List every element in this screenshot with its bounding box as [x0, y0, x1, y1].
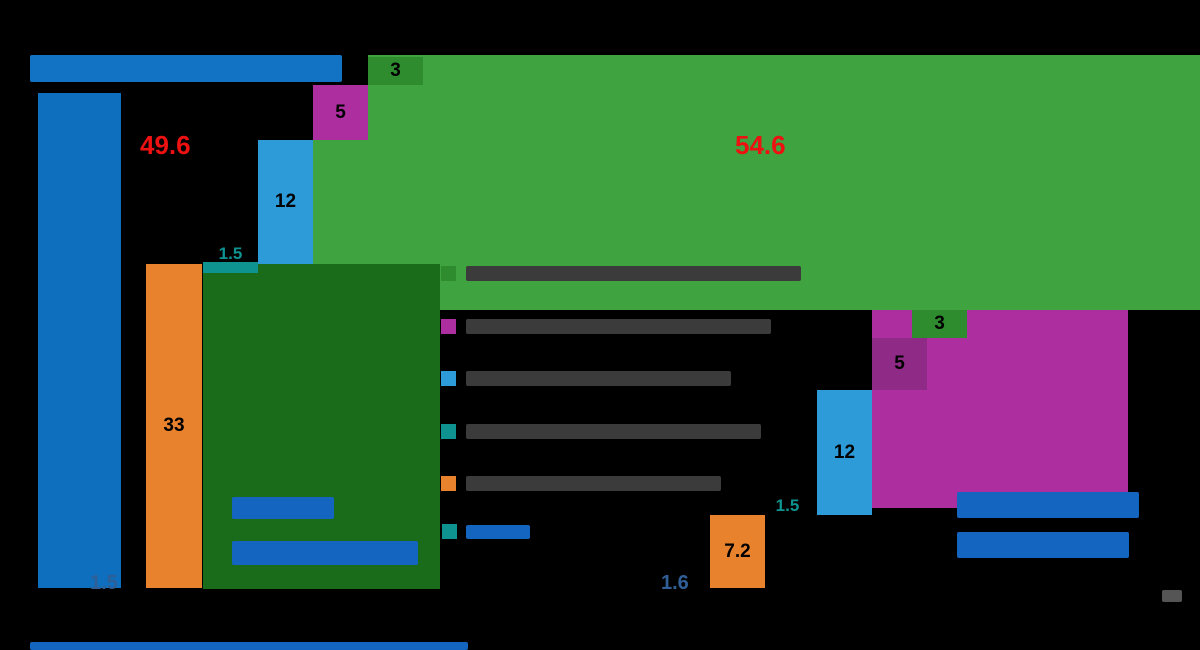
legend-swatch-magenta [441, 319, 456, 334]
legend-label-block-2 [466, 319, 771, 334]
left-green-value: 3 [390, 60, 401, 81]
legend-swatch-green [441, 266, 456, 281]
right-segment-green: 3 [912, 310, 967, 338]
left-baseline-value: 1.5 [90, 572, 118, 594]
left-segment-teal [203, 262, 258, 273]
title-text-block [30, 55, 342, 82]
legend-swatch-orange [441, 476, 456, 491]
right-segment-blue: 12 [817, 390, 872, 515]
teal-note-text-block [466, 525, 530, 539]
right-segment-magenta: 5 [872, 338, 927, 390]
legend-label-block-4 [466, 424, 761, 439]
legend-swatch-blue [441, 371, 456, 386]
left-teal-value: 1.5 [218, 244, 243, 263]
right-teal-value: 1.5 [775, 496, 800, 515]
right-segment-orange: 7.2 [710, 515, 765, 588]
legend-label-block-3 [466, 371, 731, 386]
legend-label-block-5 [466, 476, 721, 491]
page-number-block [1162, 590, 1182, 602]
left-segment-magenta: 5 [313, 85, 368, 140]
left-orange-value: 33 [163, 415, 185, 436]
right-annotation-text-block-2 [957, 532, 1129, 558]
left-magenta-value: 5 [335, 101, 346, 123]
legend-label-block-1 [466, 266, 801, 281]
dark-green-panel [203, 264, 440, 589]
left-segment-green: 3 [368, 57, 423, 85]
left-annotation-text-block-2 [232, 541, 418, 565]
footer-text-block [30, 642, 468, 650]
green-extension-band [313, 140, 1200, 310]
right-annotation-text-block-1 [957, 492, 1139, 518]
teal-note-swatch [442, 524, 457, 539]
left-annotation-text-block-1 [232, 497, 334, 519]
left-total-value: 49.6 [140, 130, 191, 160]
right-magenta-value: 5 [894, 353, 905, 374]
right-baseline-value: 1.6 [661, 572, 689, 594]
left-blue-value: 12 [274, 191, 297, 212]
right-orange-value: 7.2 [724, 540, 751, 562]
right-total-value: 54.6 [735, 130, 786, 160]
green-extension-band-top [368, 55, 1200, 140]
legend-swatch-teal [441, 424, 456, 439]
left-segment-orange: 33 [146, 264, 202, 588]
left-segment-blue: 12 [258, 140, 313, 264]
right-green-value: 3 [934, 313, 945, 334]
left-total-bar [38, 93, 121, 588]
right-blue-value: 12 [833, 441, 856, 463]
